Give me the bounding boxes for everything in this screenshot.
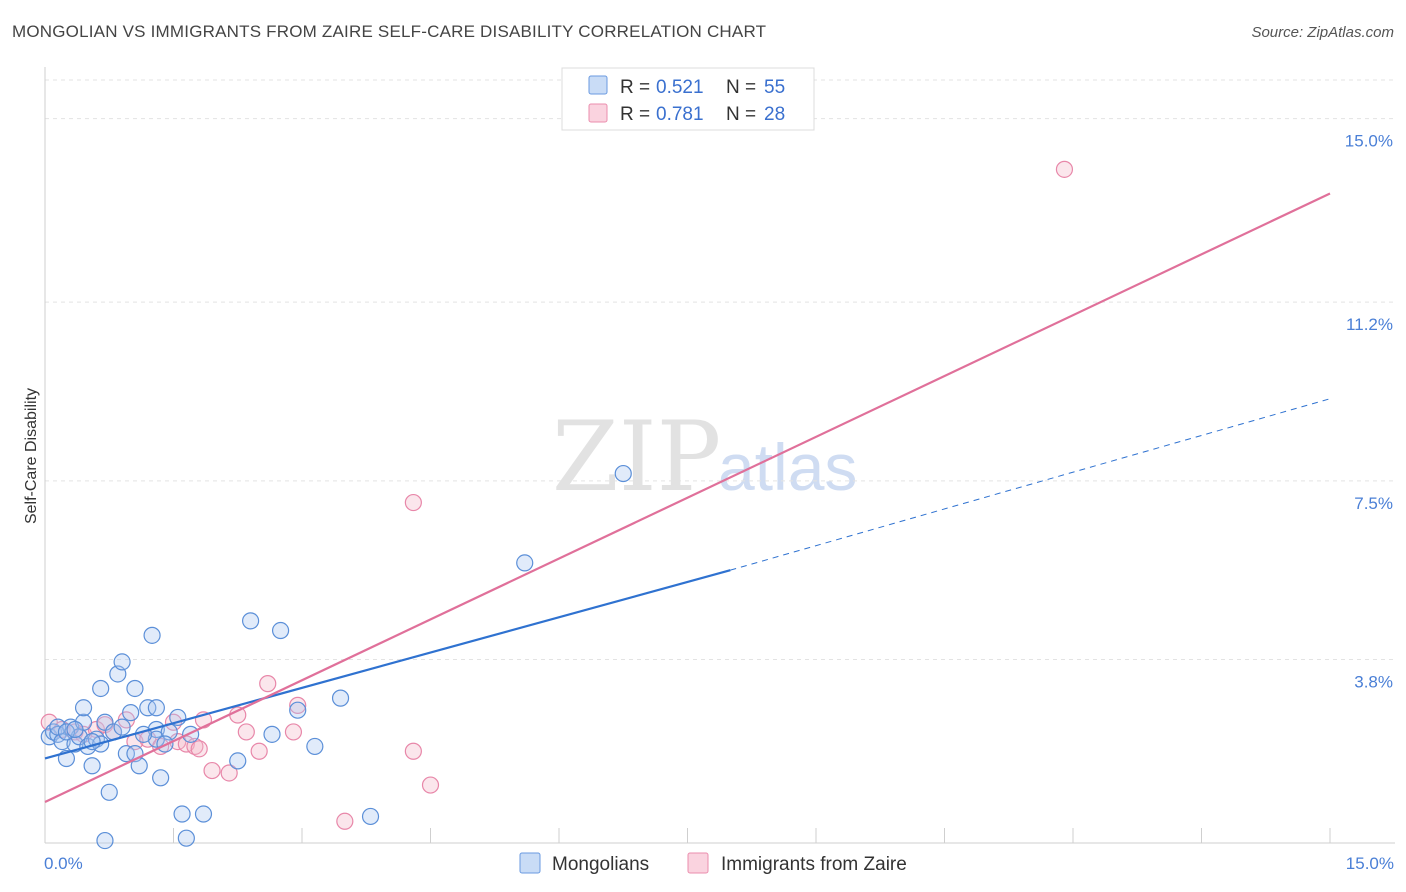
y-tick-label: 3.8% <box>1354 672 1393 691</box>
series-mongolians-points <box>40 464 632 850</box>
point-mongolian <box>361 807 380 826</box>
point-mongolian <box>152 769 170 787</box>
point-mongolian <box>122 704 140 722</box>
point-mongolian <box>177 829 195 847</box>
legend-n-label-1: N = <box>726 77 756 98</box>
point-zaire <box>404 493 422 512</box>
point-zaire <box>421 776 440 794</box>
x-tick-label-min: 0.0% <box>44 854 83 873</box>
point-zaire <box>220 764 238 782</box>
point-mongolian <box>96 713 114 731</box>
legend-n-value-1: 55 <box>764 77 785 98</box>
legend-n-value-2: 28 <box>764 104 785 125</box>
point-mongolian <box>66 720 84 739</box>
point-mongolian <box>289 701 307 719</box>
x-tick-label-max: 15.0% <box>1346 854 1394 873</box>
bottom-legend-swatch-zaire <box>687 852 709 874</box>
point-zaire <box>40 713 58 731</box>
trendline-zaire <box>44 192 1331 803</box>
point-mongolian <box>143 626 161 644</box>
point-zaire <box>250 742 268 760</box>
point-mongolian <box>92 679 110 698</box>
point-zaire <box>1055 160 1074 178</box>
legend-swatch-mongolians <box>588 75 608 95</box>
point-zaire <box>336 812 354 830</box>
point-mongolian <box>100 783 118 801</box>
bottom-legend-label-zaire: Immigrants from Zaire <box>721 854 907 875</box>
bottom-legend: Mongolians Immigrants from Zaire <box>519 852 907 875</box>
point-zaire <box>203 761 221 780</box>
watermark-atlas: atlas <box>718 430 857 504</box>
point-mongolian <box>194 805 213 823</box>
point-mongolian <box>147 699 165 717</box>
legend-r-label-2: R = <box>620 104 650 125</box>
legend-swatch-zaire <box>588 103 608 123</box>
point-mongolian <box>96 831 114 850</box>
point-mongolian <box>83 757 101 775</box>
watermark-zip: ZIP <box>552 401 721 513</box>
point-mongolian <box>49 718 67 736</box>
point-mongolian <box>306 737 324 756</box>
legend-r-value-2: 0.781 <box>656 104 704 125</box>
trend-lines <box>44 192 1331 803</box>
point-mongolian <box>182 725 200 743</box>
point-mongolian <box>113 718 131 736</box>
point-mongolian <box>113 653 131 671</box>
chart-title: MONGOLIAN VS IMMIGRANTS FROM ZAIRE SELF-… <box>12 22 767 41</box>
bottom-legend-label-mongolians: Mongolians <box>552 854 649 875</box>
point-mongolian <box>242 612 260 630</box>
y-axis-label: Self-Care Disability <box>23 388 40 524</box>
trendline-mongolians-extension <box>730 398 1331 571</box>
point-mongolian <box>516 554 534 572</box>
point-zaire <box>237 723 255 741</box>
point-zaire <box>284 723 303 741</box>
point-mongolian <box>173 805 191 823</box>
point-zaire <box>190 740 208 758</box>
point-mongolian <box>331 689 350 707</box>
point-mongolian <box>147 730 165 748</box>
y-tick-label: 11.2% <box>1346 315 1393 334</box>
point-mongolian <box>271 621 290 640</box>
point-mongolian <box>229 752 247 770</box>
x-axis-ticks <box>173 828 1331 843</box>
legend-r-value-1: 0.521 <box>656 77 704 98</box>
point-mongolian <box>126 679 144 698</box>
bottom-legend-swatch-mongolians <box>519 852 541 874</box>
point-zaire <box>404 742 422 760</box>
legend: R = 0.521 N = 55 R = 0.781 N = 28 <box>561 67 815 131</box>
point-mongolian <box>614 464 632 483</box>
trendline-mongolians <box>44 569 731 760</box>
point-zaire <box>259 675 277 693</box>
source-credit: Source: ZipAtlas.com <box>1251 24 1394 41</box>
y-axis-tick-labels: 3.8% 7.5% 11.2% 15.0% <box>1345 132 1393 692</box>
y-tick-label: 15.0% <box>1345 132 1393 151</box>
point-zaire <box>289 696 307 714</box>
y-tick-label: 7.5% <box>1354 494 1393 513</box>
point-mongolian <box>74 699 93 717</box>
legend-r-label-1: R = <box>620 77 650 98</box>
legend-n-label-2: N = <box>726 104 756 125</box>
axes <box>44 67 1395 844</box>
point-mongolian <box>263 725 281 743</box>
point-zaire <box>229 706 247 724</box>
